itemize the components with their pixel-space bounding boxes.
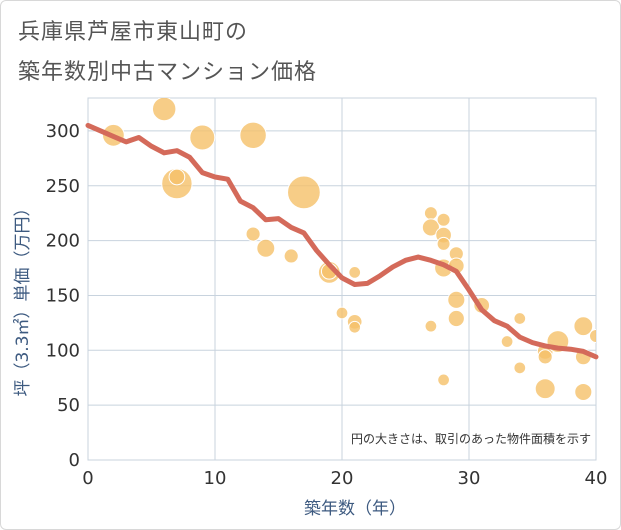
trend-line-group [85,122,599,360]
x-axis-label: 築年数（年） [304,499,406,519]
axes: 0 50 100 150 200 250 300 0 10 20 30 40 [46,121,608,489]
x-tick-label: 20 [331,468,354,489]
bubble-point [348,266,362,279]
y-tick-label: 50 [57,395,80,416]
bubble-series [102,98,596,402]
bubble-point [283,248,299,264]
bubble-point [447,290,466,309]
y-tick-label: 150 [46,285,80,306]
bubble-point [168,168,186,186]
x-tick-label: 0 [82,468,93,489]
bubble-point [436,212,451,227]
bubble-point [447,309,465,328]
x-tick-label: 10 [204,468,227,489]
x-tick-label: 40 [585,468,608,489]
bubble-point [513,312,527,325]
chart-title-line2: 築年数別中古マンション価格 [18,60,318,85]
bubble-point [436,236,451,251]
bubble-point [348,320,362,334]
y-axis-label: 坪（3.3㎡）単価（万円） [13,199,33,396]
size-note: 円の大きさは、取引のあった物件面積を示す [351,431,591,446]
bubble-point [574,382,593,402]
y-tick-label: 100 [46,340,80,361]
bubble-point [513,361,527,375]
trend-line [85,122,599,360]
bubble-point [239,121,267,150]
grid-lines [87,97,597,461]
bubble-point [245,226,261,242]
bubble-point [151,98,177,122]
bubble-point [500,335,514,348]
bubble-point [437,373,450,387]
y-tick-label: 200 [46,231,80,252]
x-tick-label: 30 [458,468,481,489]
bubble-point [534,378,556,400]
bubble-point [573,316,594,337]
y-tick-label: 250 [46,176,80,197]
bubble-point [256,238,276,258]
chart-title-line1: 兵庫県芦屋市東山町の [18,20,249,45]
bubble-point [589,329,596,344]
y-tick-label: 0 [69,450,80,471]
bubble-point [424,319,438,333]
bubble-point [287,175,321,210]
bubble-point [421,218,440,237]
bubble-point [537,349,553,365]
bubble-point [335,306,349,320]
bubble-point [189,124,216,151]
bubble-point [423,206,438,221]
y-tick-label: 300 [46,121,80,142]
